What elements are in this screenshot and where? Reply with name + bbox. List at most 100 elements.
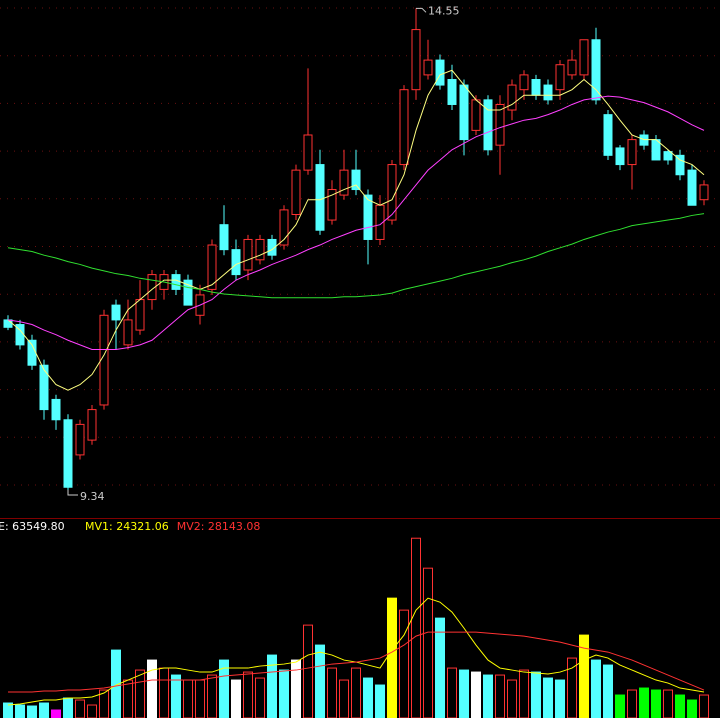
volume-bar — [51, 709, 61, 718]
candle-body — [267, 238, 277, 256]
candle-body — [279, 209, 289, 246]
candle-body — [507, 84, 517, 111]
volume-bar — [495, 674, 505, 718]
candle-body — [435, 59, 445, 86]
volume-bar — [243, 671, 253, 718]
candle-body — [3, 319, 13, 328]
moving-average — [7, 69, 705, 391]
volume-bar — [123, 679, 133, 718]
moving-average — [7, 213, 705, 299]
volume-bar — [279, 669, 289, 718]
candle-body — [231, 249, 241, 276]
volume-bar — [207, 674, 217, 718]
candle-body — [579, 39, 589, 76]
candle-body — [315, 164, 325, 231]
candle-body — [63, 419, 73, 488]
candle-body — [411, 29, 421, 91]
volume-bar — [231, 679, 241, 718]
volume-bar — [39, 702, 49, 718]
candle-body — [351, 169, 361, 191]
candle-body — [183, 279, 193, 306]
volume-bar — [615, 694, 625, 718]
volume-bar — [195, 679, 205, 718]
candle-body — [87, 409, 97, 441]
volume-bar — [459, 669, 469, 718]
volume-bar — [159, 667, 169, 718]
candle-body — [303, 134, 313, 171]
volume-bar — [519, 669, 529, 718]
volume-bar — [87, 704, 97, 718]
candle-body — [423, 59, 433, 76]
volume-bar — [291, 659, 301, 718]
volume-bar — [15, 704, 25, 718]
candle-body — [495, 103, 505, 146]
volume-bar — [639, 687, 649, 718]
volume-label: E: 63549.80 — [0, 520, 65, 533]
candle-body — [27, 339, 37, 366]
leader — [67, 490, 78, 496]
candle-body — [243, 238, 253, 271]
volume-bar — [567, 657, 577, 718]
candle-body — [171, 274, 181, 290]
volume-bar — [63, 697, 73, 718]
candle-body — [75, 423, 85, 456]
volume-bar — [219, 659, 229, 718]
volume-bar — [351, 667, 361, 718]
candle-body — [699, 184, 709, 201]
candle-body — [255, 238, 265, 261]
volume-bar — [651, 689, 661, 718]
candle-body — [207, 244, 217, 290]
volume-bar — [171, 674, 181, 718]
volume-bar — [411, 537, 421, 718]
leader — [416, 7, 427, 13]
candle-body — [543, 84, 553, 101]
candle-body — [399, 89, 409, 166]
candle-body — [459, 84, 469, 141]
candle-body — [615, 147, 625, 166]
candle-body — [519, 74, 529, 91]
candle-body — [531, 79, 541, 96]
candle-body — [147, 274, 157, 301]
volume-bar — [327, 667, 337, 718]
legend-label: MV2: 28143.08 — [177, 520, 261, 533]
volume-bar — [663, 689, 673, 718]
volume-bar — [699, 694, 709, 718]
volume-bar — [3, 702, 13, 718]
candle-body — [39, 364, 49, 411]
volume-bar — [399, 609, 409, 718]
candle-body — [663, 151, 673, 161]
volume-bar — [339, 679, 349, 718]
volume-bar — [255, 677, 265, 718]
volume-bar — [267, 654, 277, 718]
high-label: 14.55 — [428, 4, 460, 17]
volume-bar — [555, 679, 565, 718]
volume-bar — [483, 674, 493, 718]
volume-bar — [507, 679, 517, 718]
volume-bar — [75, 699, 85, 718]
volume-bar — [147, 659, 157, 718]
candle-body — [327, 189, 337, 221]
volume-bar — [603, 664, 613, 718]
volume-bar — [531, 671, 541, 718]
volume-bar — [303, 624, 313, 718]
volume-bar — [27, 705, 37, 718]
candle-body — [123, 319, 133, 346]
candle-body — [627, 139, 637, 166]
volume-bar — [387, 597, 397, 718]
candle-body — [567, 59, 577, 76]
volume-bar — [363, 677, 373, 718]
candle-body — [471, 99, 481, 131]
volume-bar — [135, 669, 145, 718]
volume-bar — [627, 689, 637, 718]
candle-body — [447, 79, 457, 105]
candle-body — [51, 398, 61, 421]
candle-body — [219, 224, 229, 251]
volume-bar — [375, 684, 385, 718]
low-label: 9.34 — [80, 490, 105, 503]
volume-bar — [183, 679, 193, 718]
candle-body — [111, 304, 121, 321]
candle-body — [363, 194, 373, 240]
candle-body — [135, 299, 145, 331]
volume-bar — [435, 617, 445, 718]
